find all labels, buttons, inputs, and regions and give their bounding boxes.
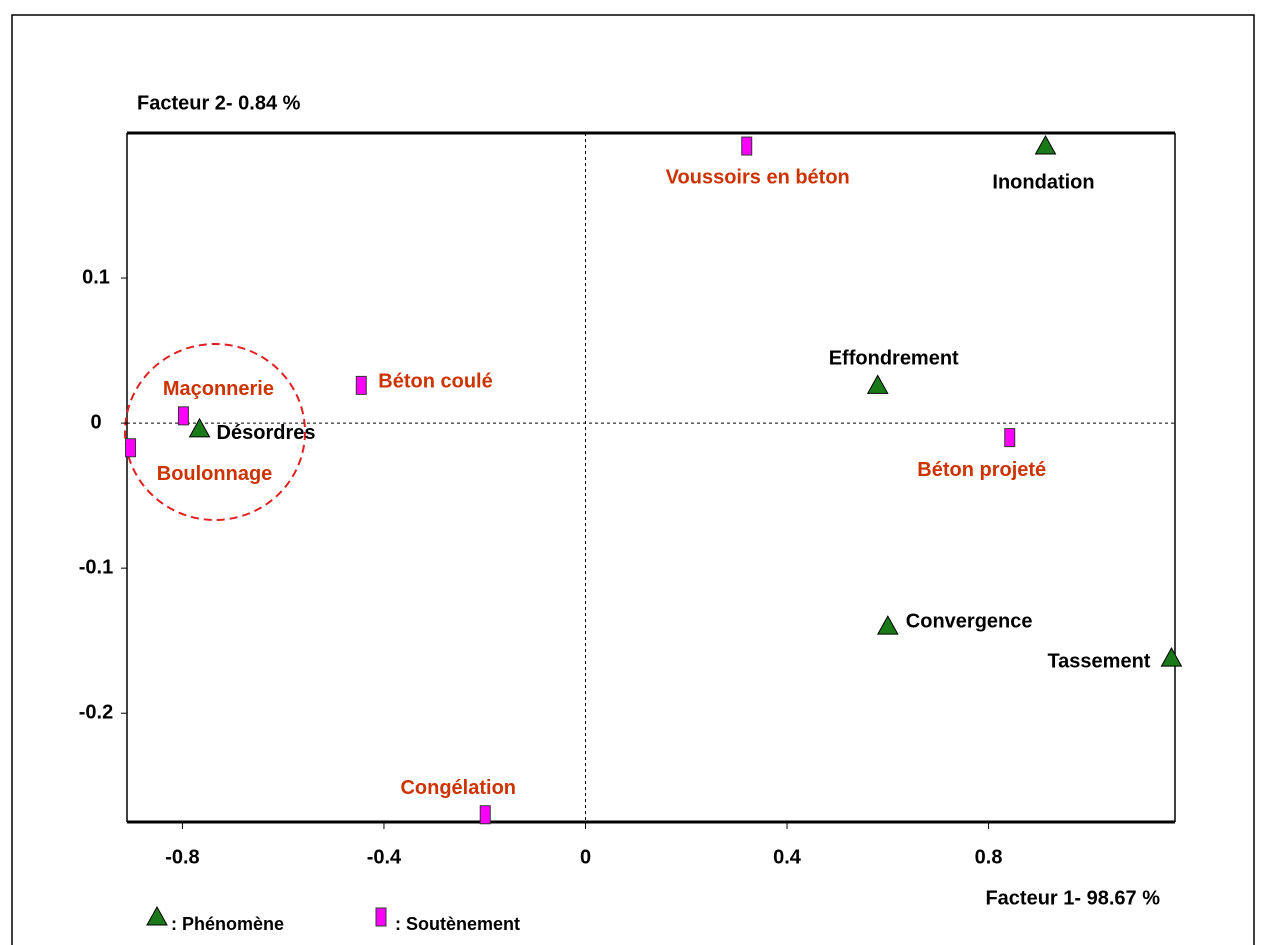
point-label: Tassement xyxy=(1047,650,1150,672)
highlight-circle xyxy=(124,343,306,521)
point xyxy=(1004,428,1016,448)
outer-frame xyxy=(11,14,1255,945)
point xyxy=(177,406,189,426)
x-tick-label: 0.8 xyxy=(975,846,1003,868)
point xyxy=(876,615,899,635)
legend-label: : Phénomène xyxy=(171,914,284,934)
legend-marker xyxy=(375,907,387,927)
y-tick-label: 0.1 xyxy=(82,266,110,288)
x-axis-label: Facteur 1- 98.67 % xyxy=(985,887,1160,909)
y-tick-label: 0 xyxy=(90,411,101,433)
point xyxy=(188,417,211,438)
point-label: Béton coulé xyxy=(378,371,492,393)
point xyxy=(866,374,889,394)
point-label: Voussoirs en béton xyxy=(666,166,850,188)
point-label: Maçonnerie xyxy=(163,378,274,400)
x-tick-label: -0.8 xyxy=(165,846,199,868)
point xyxy=(741,136,753,156)
point xyxy=(479,805,491,825)
x-tick-label: 0.4 xyxy=(773,846,802,868)
point-label: Inondation xyxy=(992,171,1094,193)
x-tick-label: 0 xyxy=(580,846,591,868)
y-axis-label: Facteur 2- 0.84 % xyxy=(137,92,301,114)
point xyxy=(355,375,367,395)
point-label: Effondrement xyxy=(829,348,959,370)
point-label: Congélation xyxy=(400,777,516,799)
x-tick-label: -0.4 xyxy=(367,846,402,868)
point xyxy=(1034,135,1057,155)
y-tick-label: -0.1 xyxy=(79,556,113,578)
point-label: Béton projeté xyxy=(917,459,1046,481)
point-label: Désordres xyxy=(217,422,316,444)
point-label: Boulonnage xyxy=(157,463,273,485)
legend-marker xyxy=(146,905,168,926)
y-tick-label: -0.2 xyxy=(79,701,113,723)
point xyxy=(1160,647,1183,667)
point-label: Convergence xyxy=(906,610,1033,632)
legend-label: : Soutènement xyxy=(395,914,520,934)
point xyxy=(125,438,137,458)
